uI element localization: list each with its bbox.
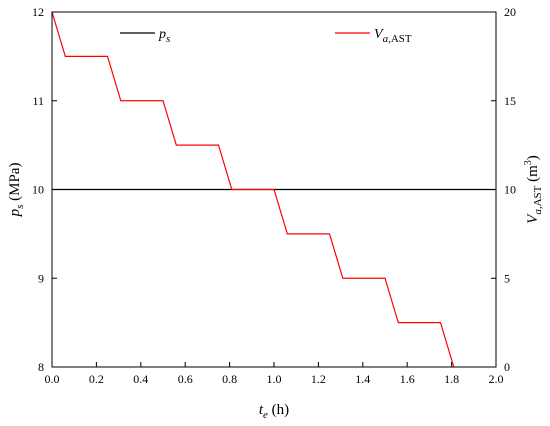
x-tick-label: 0.6 [178,372,193,386]
series-line-va-ast [51,11,455,368]
x-tick-label: 0.8 [222,372,237,386]
x-tick-label: 0.2 [89,372,104,386]
y-right-axis-title: Va,AST (m3) [523,155,544,224]
legend-label-va-ast: Va,AST [374,27,412,45]
x-tick-label: 1.0 [267,372,282,386]
x-tick-label: 0.0 [45,372,60,386]
series-layer [51,11,496,368]
x-tick-label: 1.2 [311,372,326,386]
x-axis-title: te (h) [259,402,289,421]
x-tick-label: 2.0 [489,372,504,386]
y-right-tick-label: 15 [504,94,516,108]
y-right-tick-label: 5 [504,271,510,285]
y-left-tick-label: 11 [32,94,44,108]
y-left-tick-label: 10 [32,183,44,197]
y-right-tick-label: 10 [504,183,516,197]
y-right-tick-label: 0 [504,360,510,374]
x-tick-label: 0.4 [133,372,148,386]
legend-label-ps: ps [158,27,170,45]
x-tick-label: 1.4 [355,372,370,386]
y-left-tick-label: 8 [38,360,44,374]
ticks-layer: 0.0 0.2 0.4 0.6 0.8 1.0 1.2 1.4 1.6 1.8 2.0 8 9 10 11 1… [32,5,516,386]
x-tick-label: 1.8 [444,372,459,386]
plot-frame [51,11,497,368]
y-left-tick-label: 12 [32,5,44,19]
legend: ps Va,AST [120,27,412,45]
y-left-tick-label: 9 [38,271,44,285]
x-tick-label: 1.6 [400,372,415,386]
y-right-tick-label: 20 [504,5,516,19]
y-left-axis-title: ps (MPa) [7,163,26,218]
